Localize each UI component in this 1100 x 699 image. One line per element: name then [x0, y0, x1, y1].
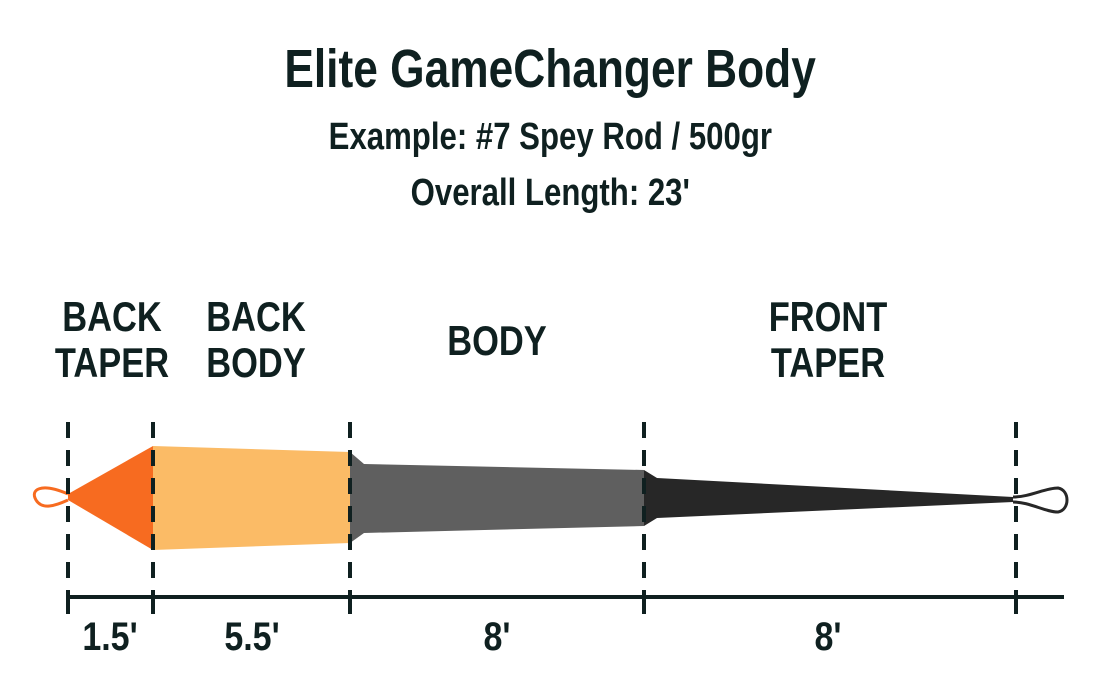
- length-back-taper: 1.5': [82, 615, 138, 659]
- label-back-taper: BACK TAPER: [54, 293, 170, 386]
- back-loop: [33, 486, 69, 508]
- label-back-body: BACK BODY: [206, 293, 306, 386]
- segment-front-taper: [644, 470, 1013, 526]
- label-body: BODY: [447, 317, 547, 364]
- segment-back-body: [153, 446, 350, 550]
- length-body: 8': [483, 615, 511, 659]
- segment-back-taper: [68, 446, 153, 550]
- title: Elite GameChanger Body: [284, 39, 816, 99]
- subtitle: Example: #7 Spey Rod / 500gr: [328, 116, 772, 158]
- front-loop: [1012, 486, 1069, 514]
- section-dividers: [66, 422, 1018, 596]
- length-front-taper: 8': [814, 615, 842, 659]
- segment-body: [350, 452, 644, 543]
- overall-length: Overall Length: 23': [410, 172, 690, 214]
- length-back-body: 5.5': [224, 615, 280, 659]
- label-front-taper: FRONT TAPER: [768, 293, 888, 386]
